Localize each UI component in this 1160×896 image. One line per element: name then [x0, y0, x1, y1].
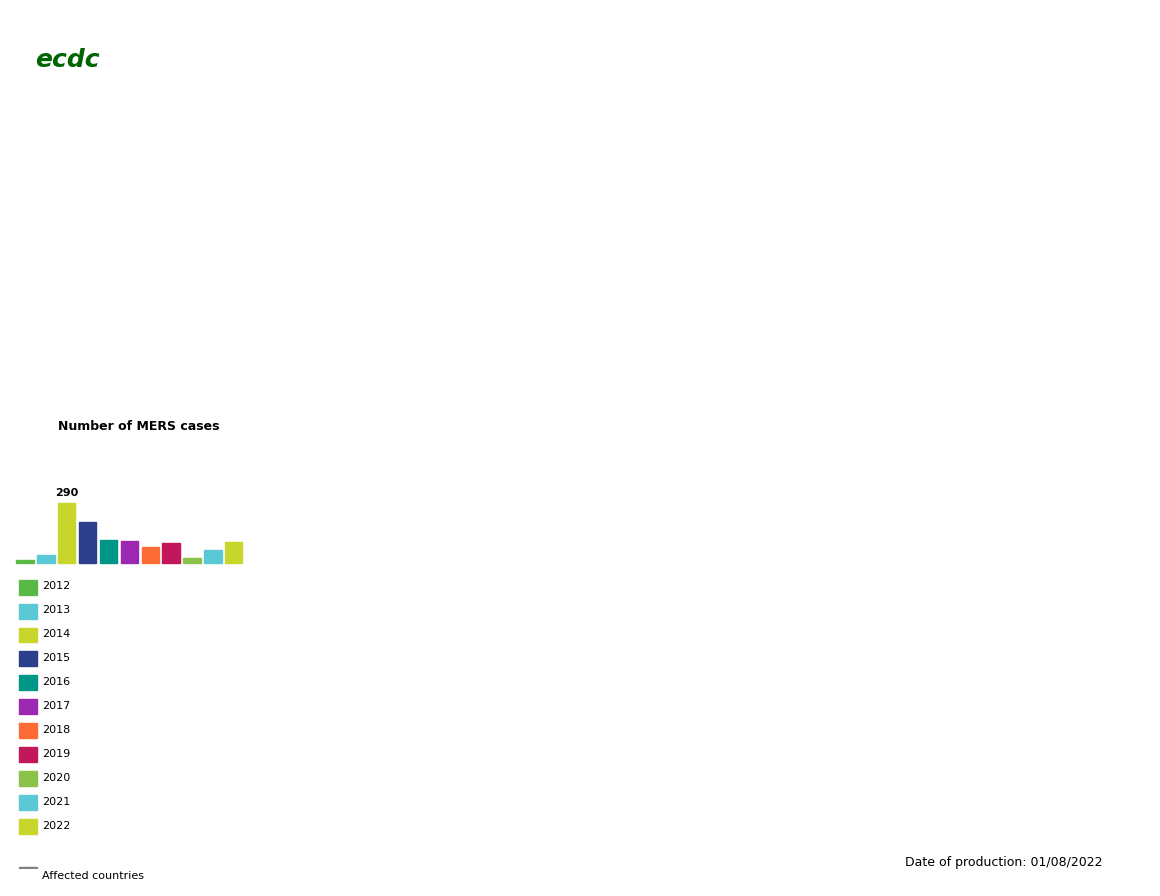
Bar: [19, 819, 37, 834]
Text: 2022: 2022: [42, 821, 70, 831]
Bar: [225, 542, 242, 563]
Bar: [19, 747, 37, 762]
Text: 2020: 2020: [42, 773, 70, 783]
Text: Date of production: 01/08/2022: Date of production: 01/08/2022: [905, 856, 1102, 869]
Bar: [19, 676, 37, 691]
Text: ecdc: ecdc: [35, 47, 100, 72]
Bar: [142, 547, 159, 563]
Bar: [162, 543, 180, 563]
Bar: [19, 867, 37, 883]
Text: 2014: 2014: [42, 629, 70, 639]
Bar: [37, 555, 55, 563]
Text: Number of MERS cases: Number of MERS cases: [58, 420, 220, 433]
Text: 2013: 2013: [42, 605, 70, 616]
Bar: [79, 521, 96, 563]
Text: 2015: 2015: [42, 653, 70, 663]
Bar: [19, 580, 37, 595]
Text: 2018: 2018: [42, 725, 70, 735]
Bar: [19, 796, 37, 810]
Text: 2019: 2019: [42, 749, 70, 759]
Bar: [19, 651, 37, 667]
Bar: [19, 771, 37, 787]
Bar: [19, 627, 37, 642]
Bar: [19, 604, 37, 618]
Bar: [183, 558, 201, 563]
Bar: [100, 540, 117, 563]
Bar: [121, 541, 138, 563]
Bar: [204, 549, 222, 563]
Text: 2021: 2021: [42, 797, 70, 807]
Text: Affected countries: Affected countries: [42, 871, 144, 881]
Bar: [19, 723, 37, 738]
Bar: [16, 560, 34, 563]
Text: 290: 290: [55, 488, 79, 498]
Bar: [19, 700, 37, 714]
Text: 2017: 2017: [42, 701, 70, 711]
Text: 2012: 2012: [42, 582, 70, 591]
Bar: [58, 503, 75, 563]
Text: 2016: 2016: [42, 677, 70, 687]
